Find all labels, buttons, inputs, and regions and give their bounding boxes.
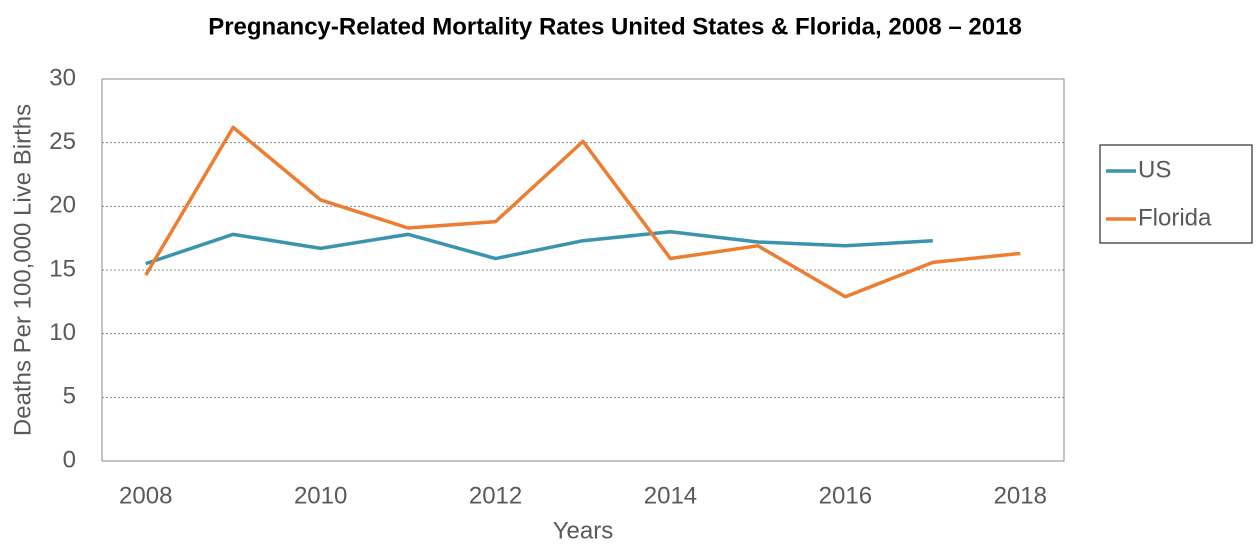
legend-label: Florida [1138, 204, 1212, 231]
legend-label: US [1138, 156, 1171, 183]
x-axis-label: Years [553, 517, 614, 544]
x-tick-label: 2018 [994, 482, 1047, 509]
y-tick-label: 15 [49, 255, 76, 282]
line [144, 125, 1021, 299]
x-tick-label: 2016 [819, 482, 872, 509]
y-tick-label: 5 [63, 383, 76, 410]
line [145, 230, 933, 266]
chart-title: Pregnancy-Related Mortality Rates United… [208, 13, 1022, 40]
y-tick-label: 0 [63, 446, 76, 473]
x-tick-label: 2014 [644, 482, 697, 509]
plot-border [101, 78, 1065, 462]
y-axis-label: Deaths Per 100,000 Live Births [9, 104, 36, 436]
x-tick-label: 2010 [294, 482, 347, 509]
legend-box [1099, 144, 1253, 244]
y-tick-label: 30 [49, 64, 76, 91]
x-tick-label: 2008 [119, 482, 172, 509]
y-tick-label: 25 [49, 128, 76, 155]
y-tick-label: 10 [49, 319, 76, 346]
x-tick-label: 2012 [469, 482, 522, 509]
y-tick-label: 20 [49, 192, 76, 219]
